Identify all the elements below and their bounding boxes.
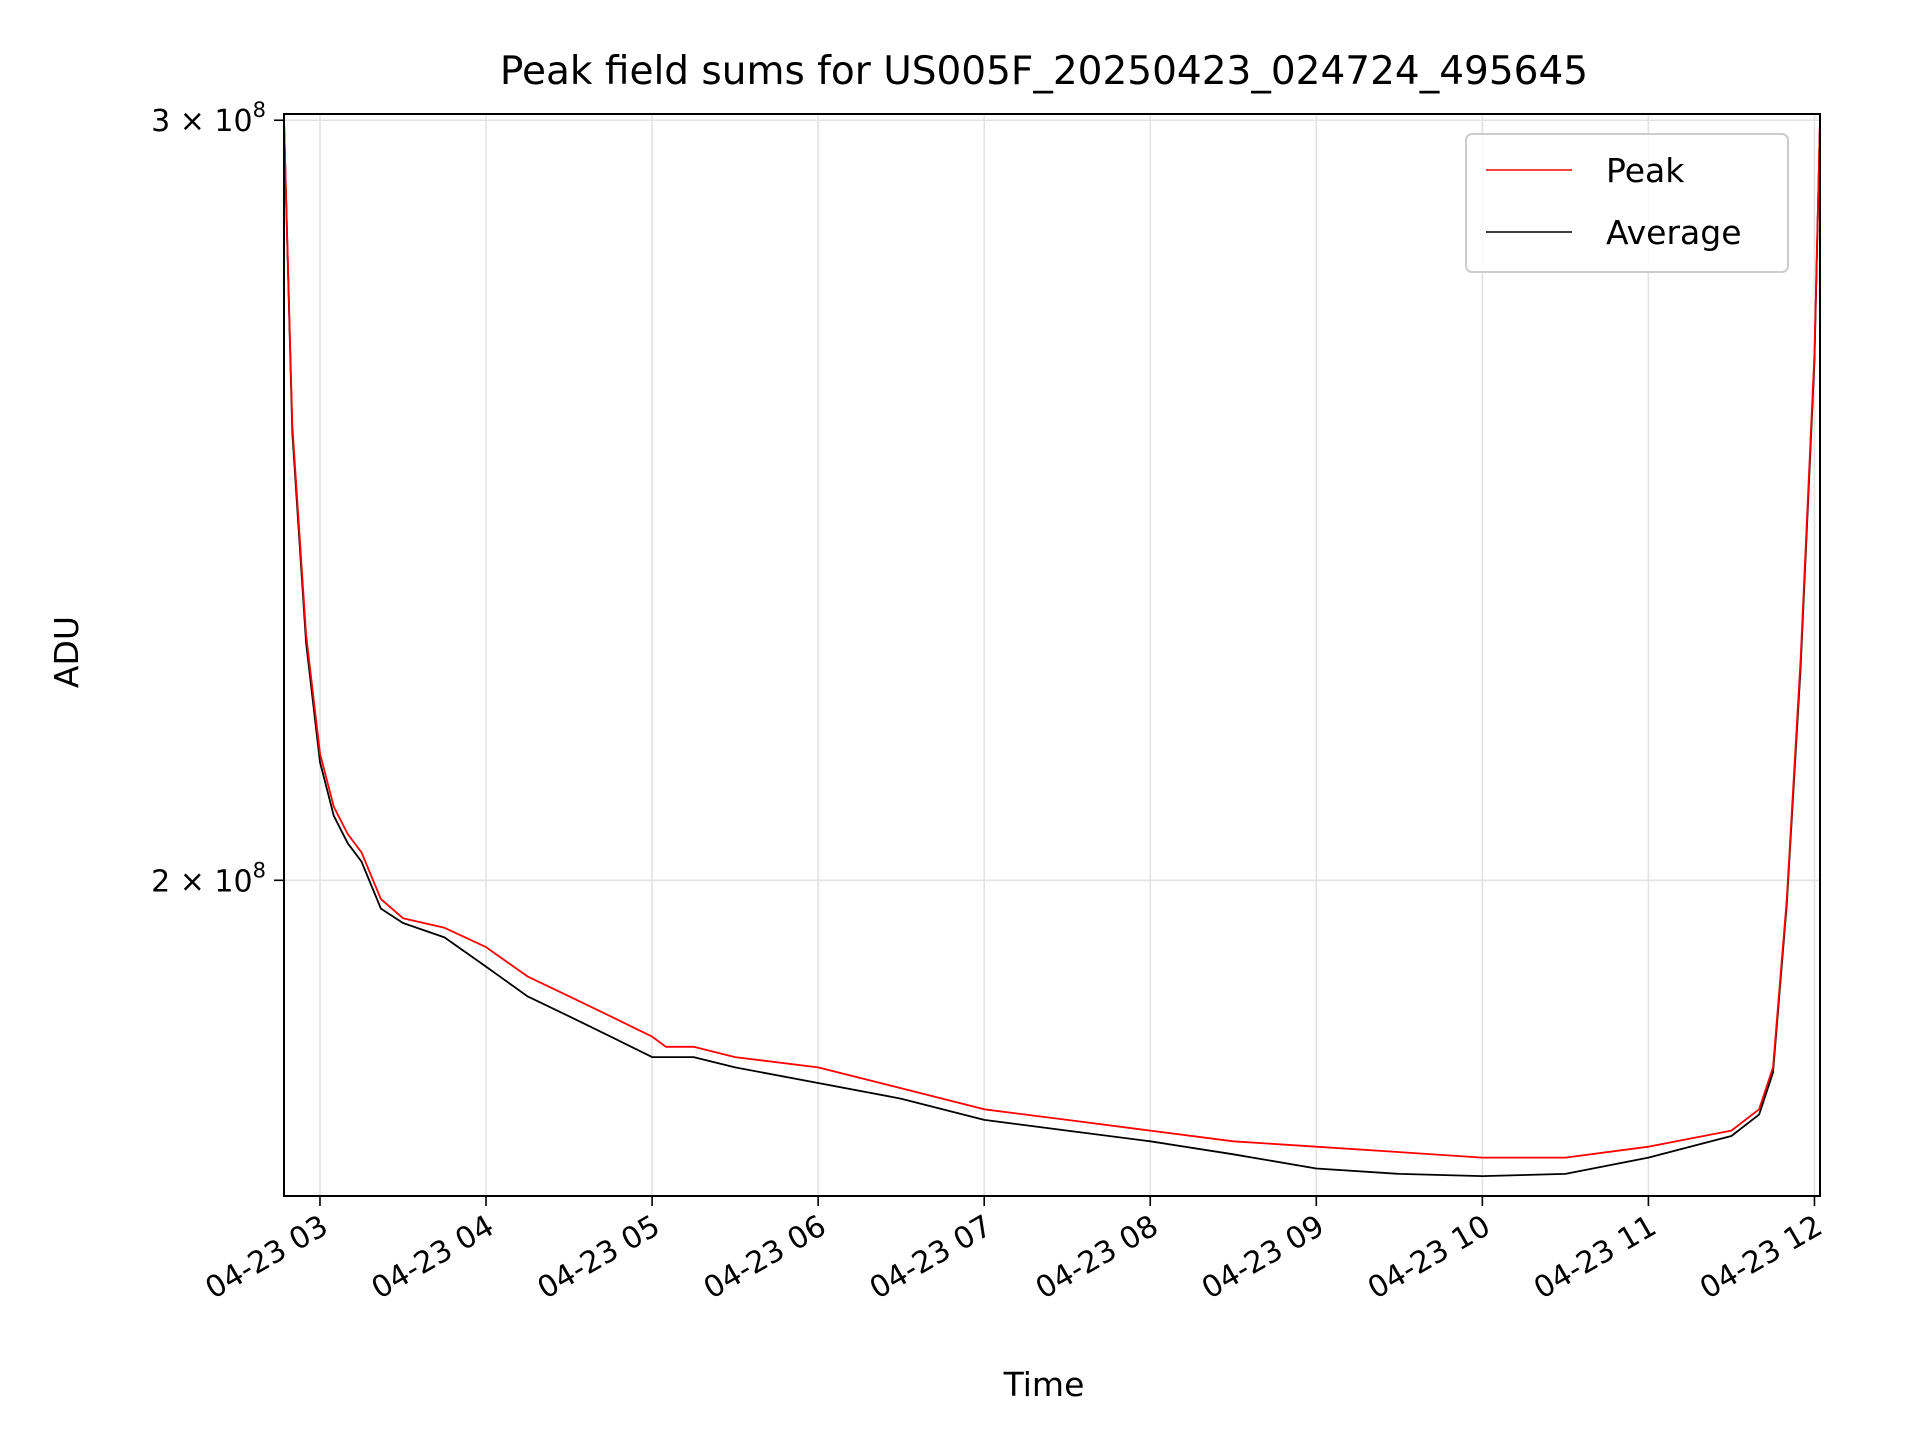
series-line-peak <box>283 120 1821 1159</box>
y-axis-label: ADU <box>47 616 86 688</box>
legend: Peak Average <box>1465 133 1789 273</box>
grid <box>284 114 1820 1196</box>
legend-average-label: Average <box>1606 213 1742 252</box>
plot-area <box>283 120 1821 1177</box>
y-axis: 2 × 108 3 × 108 <box>151 98 284 899</box>
legend-box <box>1465 133 1789 273</box>
y-tick-label: 3 × 108 <box>151 98 266 139</box>
legend-peak-label: Peak <box>1606 151 1685 190</box>
chart-title: Peak field sums for US005F_20250423_0247… <box>500 49 1588 94</box>
x-axis-label: Time <box>1003 1365 1085 1404</box>
plot-frame <box>283 113 1821 1197</box>
y-tick-label: 2 × 108 <box>151 858 266 899</box>
series-line-average <box>283 120 1821 1177</box>
